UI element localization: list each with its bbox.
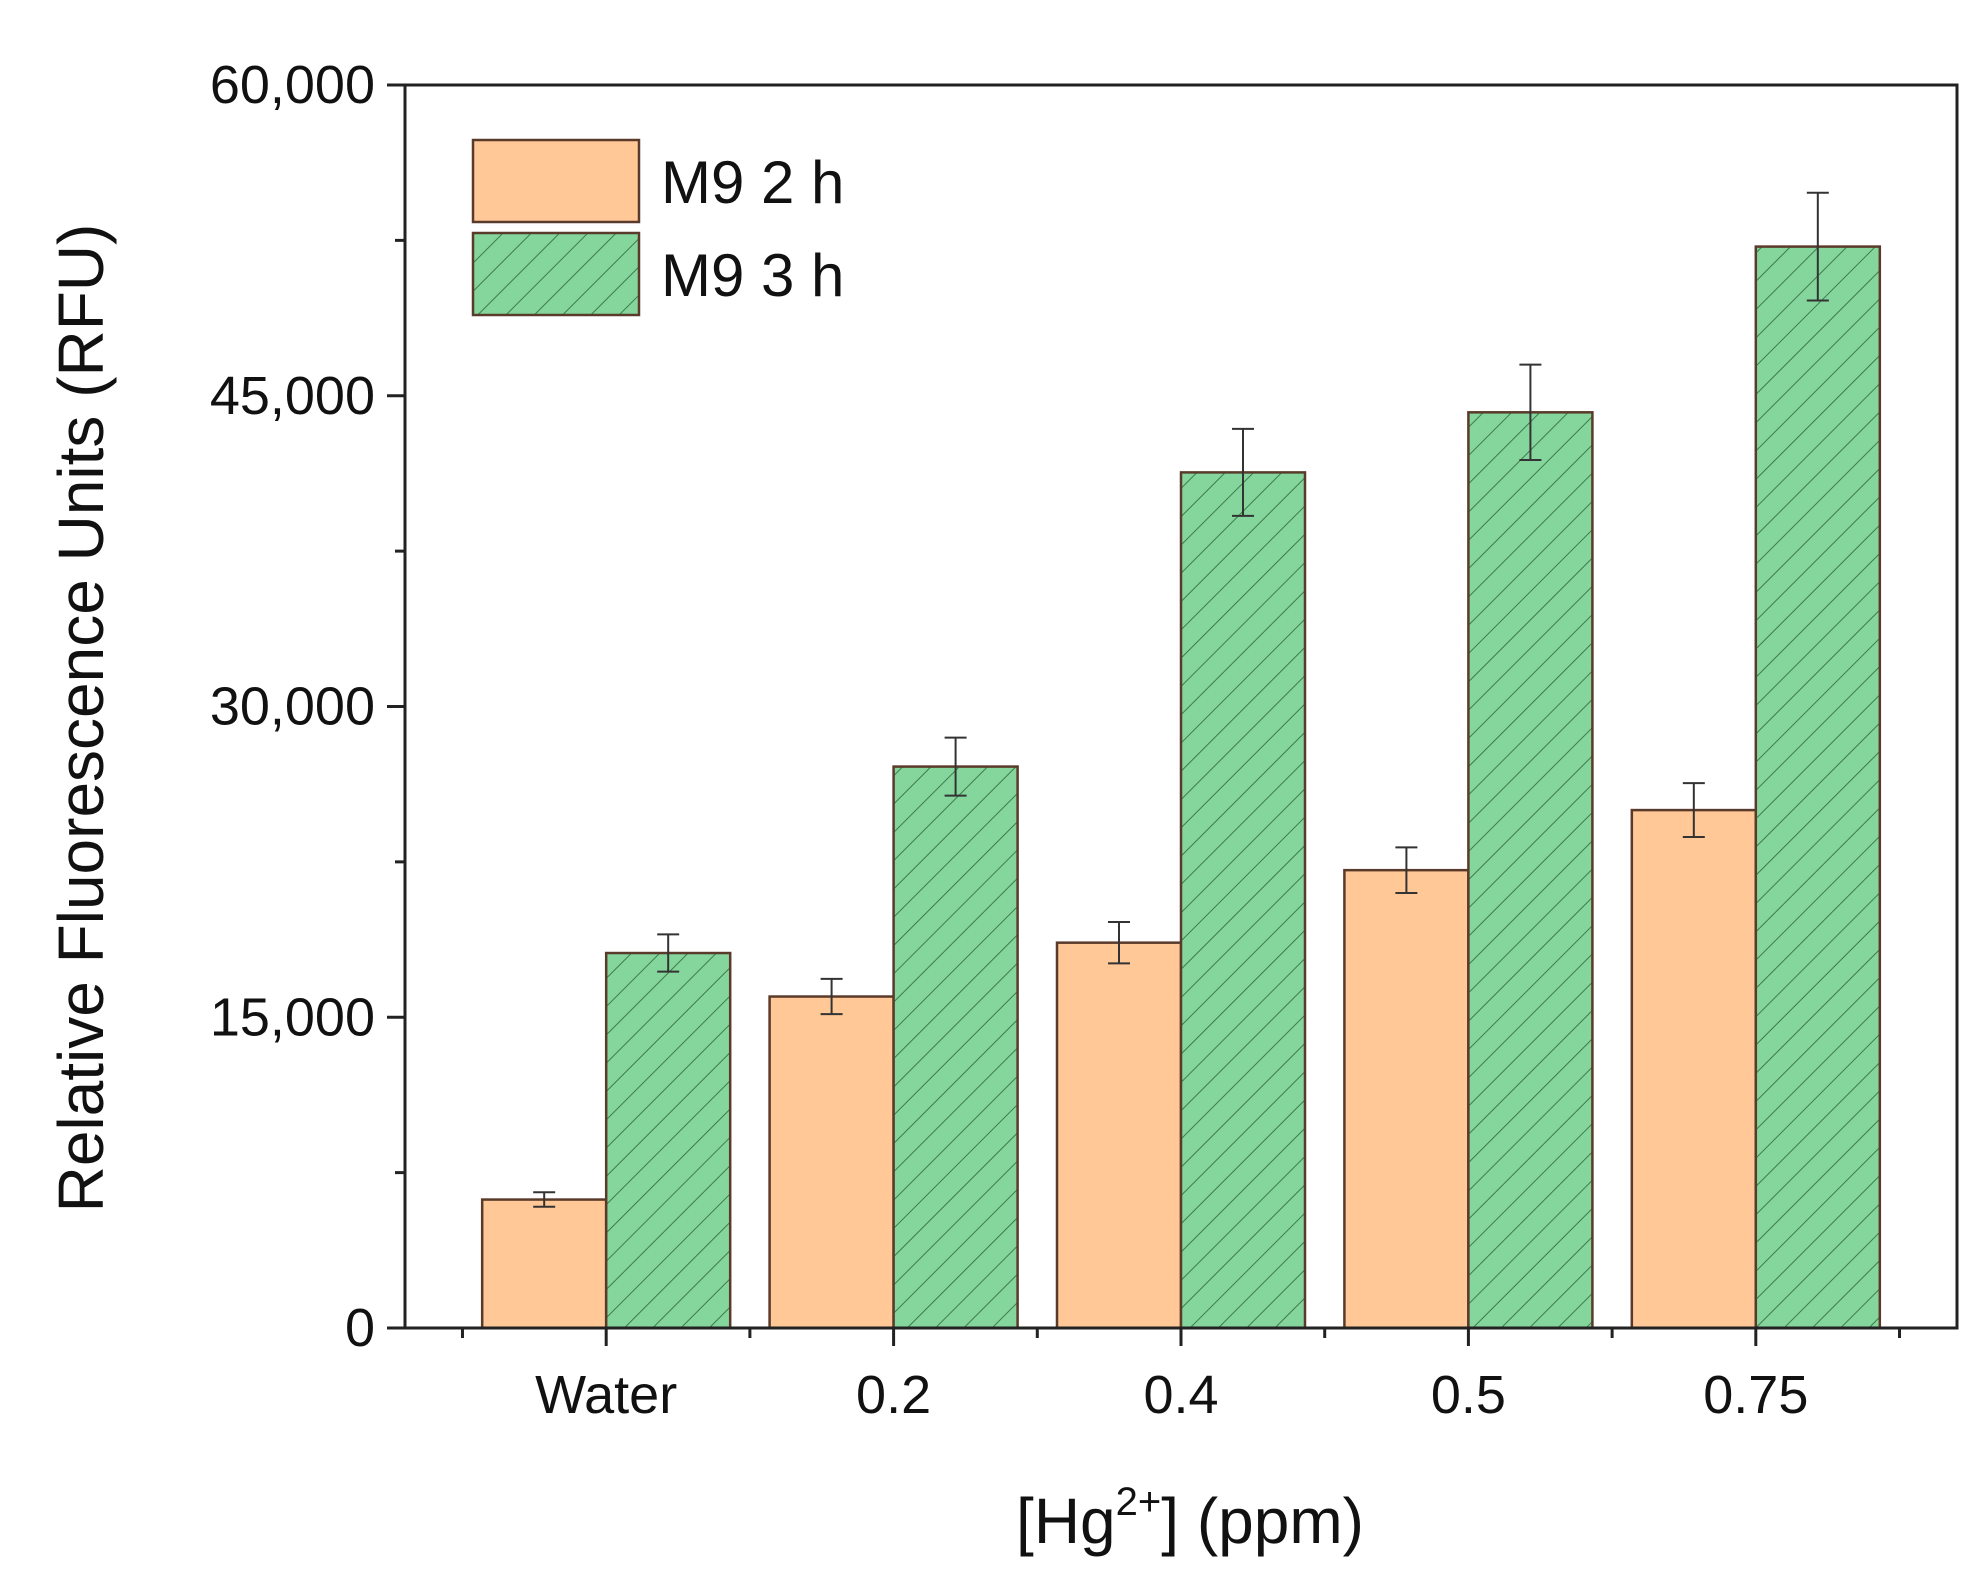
x-tick-label-0-4: 0.4 — [1143, 1365, 1218, 1425]
x-tick-label-water: Water — [535, 1365, 677, 1425]
y-tick-label: 60,000 — [210, 55, 375, 115]
bar-m9-3h-0-75 — [1754, 245, 1882, 1330]
legend: M9 2 h M9 3 h — [471, 138, 844, 317]
x-axis-label-suffix: ] (ppm) — [1161, 1485, 1364, 1557]
error-bar-m9-2h-0-4 — [1108, 920, 1130, 965]
bar-m9-3h-0-4 — [1179, 471, 1307, 1330]
bar-m9-2h-0-2 — [768, 995, 895, 1330]
legend-label-m9-3h: M9 3 h — [661, 242, 844, 309]
bars-layer — [480, 245, 1882, 1330]
error-bar-m9-3h-0-75 — [1806, 191, 1829, 302]
error-bar-m9-2h-0-2 — [820, 977, 843, 1016]
error-bar-m9-3h-0-4 — [1232, 427, 1254, 517]
x-axis-label-superscript: 2+ — [1116, 1480, 1162, 1524]
y-tick-label: 15,000 — [210, 987, 375, 1047]
error-bar-m9-2h-water — [533, 1191, 556, 1208]
y-tick-label: 0 — [345, 1298, 375, 1358]
error-bar-m9-3h-water — [657, 933, 680, 973]
bar-m9-3h-0-2 — [892, 765, 1019, 1330]
error-bar-m9-3h-0-5 — [1519, 363, 1542, 461]
y-axis-label: Relative Fluorescence Units (RFU) — [45, 224, 117, 1213]
error-bar-m9-2h-0-5 — [1395, 846, 1418, 894]
bar-m9-2h-0-75 — [1630, 808, 1758, 1330]
axes-layer: 0 15,000 30,000 45,000 60,000 Water 0.2 0.4 0.5 0… — [210, 55, 1959, 1425]
x-tick-label-0-75: 0.75 — [1703, 1365, 1808, 1425]
x-axis-label: [Hg2+] (ppm) — [1016, 1480, 1364, 1557]
x-tick-label-0-5: 0.5 — [1431, 1365, 1506, 1425]
x-axis-label-prefix: [Hg — [1016, 1485, 1116, 1557]
bar-m9-3h-water — [604, 951, 732, 1330]
error-bar-m9-2h-0-75 — [1682, 782, 1705, 839]
bar-m9-2h-0-5 — [1343, 868, 1470, 1330]
legend-label-m9-2h: M9 2 h — [661, 149, 844, 216]
x-tick-label-0-2: 0.2 — [856, 1365, 931, 1425]
error-bar-m9-3h-0-2 — [944, 736, 967, 797]
bar-m9-2h-0-4 — [1055, 941, 1183, 1330]
y-tick-label: 30,000 — [210, 677, 375, 737]
error-bars-layer — [533, 191, 1829, 1208]
legend-swatch-m9-2h — [471, 138, 641, 224]
bar-m9-3h-0-5 — [1467, 411, 1594, 1330]
y-tick-label: 45,000 — [210, 366, 375, 426]
legend-swatch-m9-3h — [471, 231, 641, 317]
bar-m9-2h-water — [480, 1198, 608, 1330]
